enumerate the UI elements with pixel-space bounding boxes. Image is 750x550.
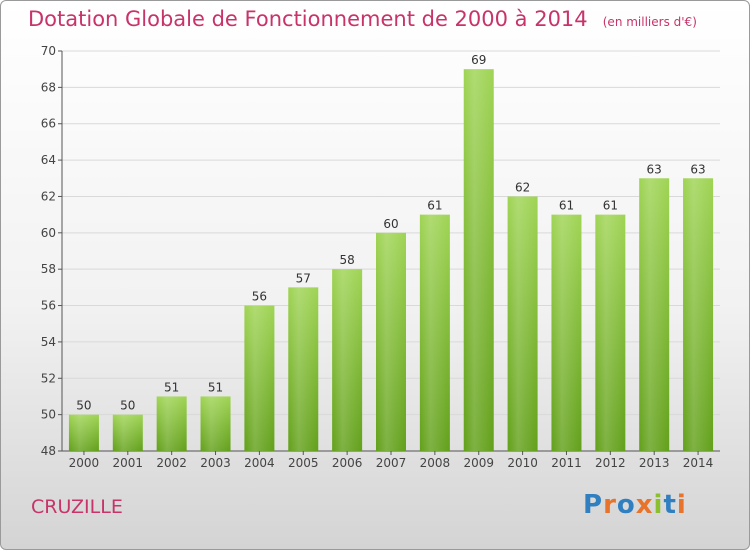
value-label-2014: 63 <box>690 162 705 176</box>
value-label-2000: 50 <box>76 399 91 413</box>
x-tick-label-2004: 2004 <box>244 456 275 470</box>
chart-subtitle: (en milliers d'€) <box>602 15 697 29</box>
x-tick-label-2008: 2008 <box>420 456 451 470</box>
bar-shine <box>288 287 319 451</box>
y-tick-label: 62 <box>41 189 56 203</box>
value-label-2011: 61 <box>559 199 574 213</box>
logo-letter: P <box>583 490 604 520</box>
y-tick-label: 58 <box>41 262 56 276</box>
logo-letter: o <box>616 490 636 520</box>
value-label-2004: 56 <box>252 290 267 304</box>
y-tick-label: 66 <box>41 117 56 131</box>
y-tick-label: 48 <box>41 444 56 458</box>
bar-shine <box>551 214 582 451</box>
logo-letter: i <box>676 490 687 520</box>
bar-shine <box>332 269 363 451</box>
logo-letter: i <box>653 490 664 520</box>
y-tick-label: 56 <box>41 299 56 313</box>
x-tick-label-2012: 2012 <box>595 456 626 470</box>
x-tick-label-2000: 2000 <box>69 456 100 470</box>
y-tick-label: 68 <box>41 80 56 94</box>
chart-title: Dotation Globale de Fonctionnement de 20… <box>28 7 588 31</box>
value-label-2005: 57 <box>296 271 311 285</box>
bar-shine <box>639 178 670 452</box>
bar-shine <box>68 414 99 451</box>
x-tick-label-2010: 2010 <box>507 456 538 470</box>
bar-shine <box>595 214 626 451</box>
value-label-2002: 51 <box>164 380 179 394</box>
bar-shine <box>463 69 494 451</box>
x-tick-label-2007: 2007 <box>376 456 407 470</box>
logo-letter: t <box>663 490 677 520</box>
x-tick-label-2003: 2003 <box>200 456 231 470</box>
bar-shine <box>419 214 450 451</box>
bar-shine <box>156 396 187 451</box>
bar-shine <box>112 414 143 451</box>
y-tick-label: 54 <box>41 335 56 349</box>
bar-shine <box>507 196 538 451</box>
value-label-2009: 69 <box>471 53 486 67</box>
bar-shine <box>683 178 714 452</box>
y-tick-label: 64 <box>41 153 56 167</box>
title-block: Dotation Globale de Fonctionnement de 20… <box>28 7 697 31</box>
value-label-2010: 62 <box>515 180 530 194</box>
value-label-2013: 63 <box>647 162 662 176</box>
bar-shine <box>376 232 406 451</box>
value-label-2008: 61 <box>427 199 442 213</box>
y-tick-label: 50 <box>41 408 56 422</box>
y-tick-label: 70 <box>41 44 56 58</box>
x-tick-label-2011: 2011 <box>551 456 582 470</box>
value-label-2012: 61 <box>603 199 618 213</box>
value-label-2001: 50 <box>120 399 135 413</box>
x-tick-label-2001: 2001 <box>113 456 144 470</box>
x-tick-label-2009: 2009 <box>463 456 494 470</box>
logo-letter: r <box>603 490 617 520</box>
x-tick-label-2006: 2006 <box>332 456 363 470</box>
bar-shine <box>200 396 231 451</box>
bar-shine <box>244 305 275 451</box>
value-label-2003: 51 <box>208 380 223 394</box>
y-tick-label: 60 <box>41 226 56 240</box>
value-label-2007: 60 <box>383 217 398 231</box>
x-tick-label-2002: 2002 <box>156 456 187 470</box>
proxiti-logo[interactable]: Proxiti <box>583 490 687 520</box>
value-labels: 50 50 51 51 56 57 58 60 61 69 62 61 61 63 63 <box>76 53 705 412</box>
x-tick-label-2014: 2014 <box>683 456 714 470</box>
logo-letter: x <box>635 490 654 520</box>
bars <box>68 69 714 452</box>
x-tick-label-2013: 2013 <box>639 456 670 470</box>
commune-name: CRUZILLE <box>31 496 123 518</box>
value-label-2006: 58 <box>339 253 354 267</box>
y-tick-label: 52 <box>41 371 56 385</box>
x-tick-label-2005: 2005 <box>288 456 319 470</box>
